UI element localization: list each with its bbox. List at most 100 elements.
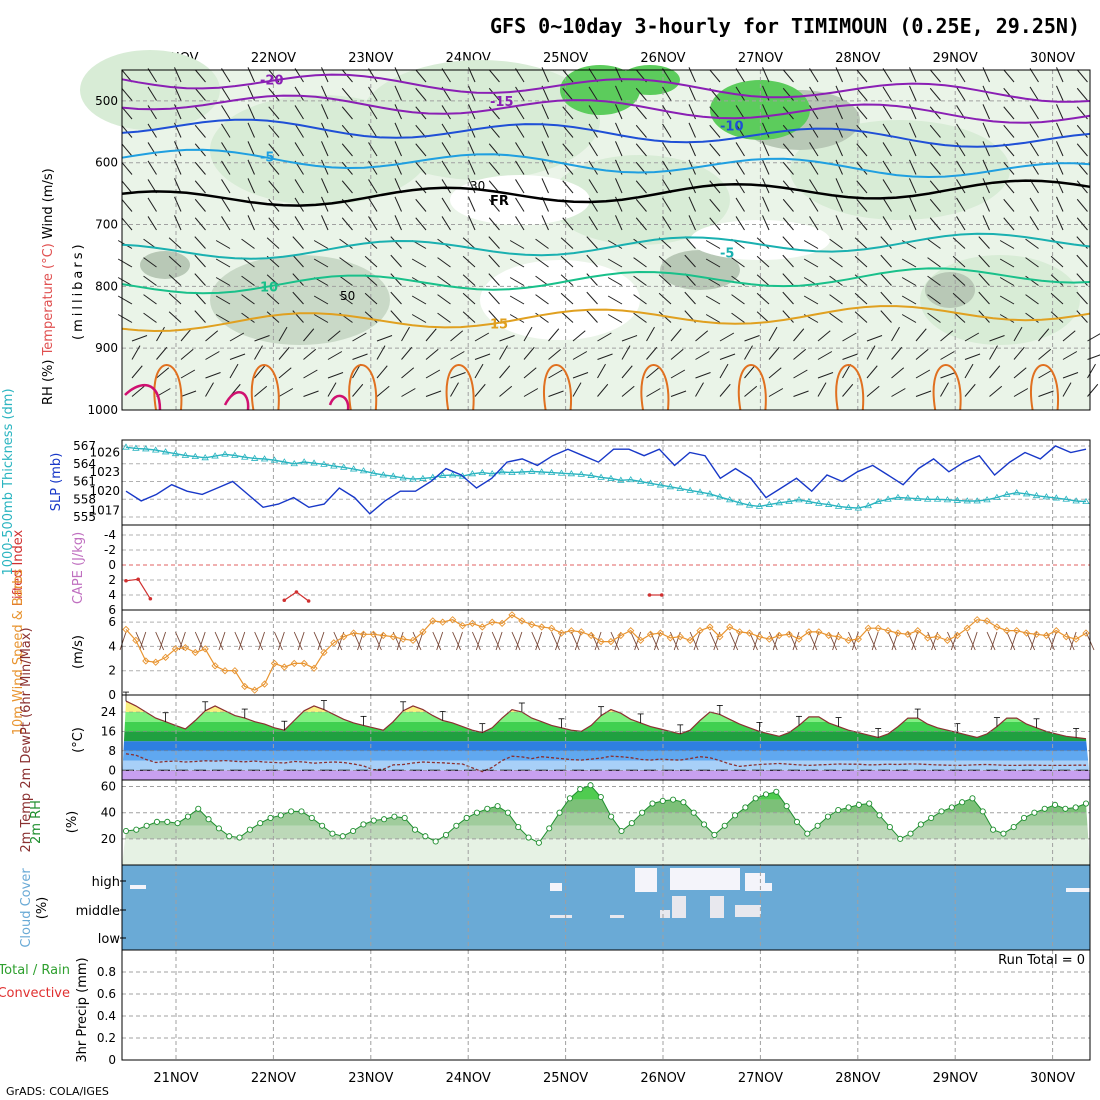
wind-barb <box>135 631 145 651</box>
wind-barb <box>560 255 574 268</box>
wind-barb <box>756 311 770 323</box>
panel-ylabel: 2m Temp 2m DewPt (6hr Min/Max) <box>19 627 34 852</box>
rh-label: 30 <box>470 179 485 193</box>
wind-barb <box>956 197 966 212</box>
panel-background <box>122 440 1090 525</box>
wind-barb <box>586 236 598 249</box>
wind-barb <box>709 69 721 83</box>
precip-tick: 0 <box>108 1053 116 1067</box>
wind-speed-point <box>1003 627 1011 635</box>
wind-barb <box>719 383 731 397</box>
wind-barb <box>303 348 317 360</box>
wind-barb <box>999 295 1015 305</box>
wind-barb <box>1056 122 1064 138</box>
thickness-point <box>161 448 170 455</box>
wind-barb <box>635 217 647 231</box>
lifted-index-point <box>282 598 287 603</box>
temperature-contour-surface <box>932 364 962 411</box>
wind-barb <box>541 104 549 120</box>
wind-barb <box>1076 310 1088 323</box>
wind-barb <box>588 179 598 194</box>
wind-barb <box>147 160 157 175</box>
wind-barb <box>756 255 770 268</box>
wind-barb <box>782 198 794 212</box>
wind-barb <box>352 353 368 360</box>
thickness-point <box>844 503 853 510</box>
contour-label: -10 <box>720 120 744 135</box>
wind-speed-point <box>834 633 843 641</box>
wind-speed-point <box>161 653 170 661</box>
wind-barb <box>425 328 437 342</box>
wind-barb <box>744 385 758 397</box>
thickness-point <box>142 445 150 452</box>
temperature-contour-surface <box>348 364 378 411</box>
wind-barb <box>1025 238 1039 249</box>
wind-tick: 2 <box>108 664 116 678</box>
wind-barb <box>401 367 415 379</box>
panel-background <box>122 610 1090 695</box>
temperature-contour <box>121 148 1091 179</box>
wind-barb <box>709 180 721 194</box>
rh-point <box>195 805 202 812</box>
wind-barb <box>614 631 622 651</box>
thickness-point <box>468 470 477 477</box>
thickness-point <box>963 497 971 504</box>
wind-barb <box>292 236 304 249</box>
wind-barb <box>756 292 770 305</box>
temp-tick: 0 <box>108 763 116 777</box>
thickness-point <box>438 471 447 478</box>
wind-speed-point <box>320 648 328 657</box>
thickness-point <box>587 471 595 478</box>
wind-barb <box>205 330 219 342</box>
slp-tick: 1020 <box>89 484 120 498</box>
wind-barb <box>174 178 182 194</box>
li-tick: 0 <box>108 558 116 572</box>
temperature-contour-surface <box>737 364 767 411</box>
date-label-bottom: 27NOV <box>738 1071 783 1086</box>
dewpoint-line <box>125 753 1086 773</box>
wind-barb <box>515 160 525 175</box>
wind-barb <box>1056 196 1064 212</box>
wind-barb <box>394 85 402 101</box>
rh-point <box>308 814 315 821</box>
precip-tick: 0.6 <box>97 987 116 1001</box>
wind-barb <box>1003 124 1015 138</box>
wind-speed-point <box>864 624 872 632</box>
wind-barb <box>341 143 353 157</box>
temp-band <box>122 721 1090 732</box>
wind-barb <box>792 631 800 651</box>
wind-barb <box>241 275 255 286</box>
wind-speed-point <box>825 631 833 640</box>
wind-barb <box>956 68 966 83</box>
wind-barb <box>586 291 598 305</box>
rh-point <box>948 804 955 811</box>
wind-barb <box>1029 105 1039 120</box>
wind-barb <box>541 178 549 194</box>
wind-barb <box>842 363 851 379</box>
rh-point <box>236 834 243 841</box>
wind-barb <box>688 85 696 101</box>
rh-point <box>442 831 450 838</box>
wind-barb <box>548 390 564 397</box>
wind-barb <box>658 292 672 305</box>
wind-barb <box>205 351 220 360</box>
wind-barb <box>966 631 976 651</box>
wind-speed-point <box>211 662 219 670</box>
wind-barb <box>278 346 290 360</box>
date-label-top: 25NOV <box>543 51 588 66</box>
wind-barb <box>880 254 892 268</box>
wind-barb <box>982 85 990 101</box>
wind-barb <box>327 330 341 342</box>
wind-barb <box>989 385 1003 397</box>
li-tick: -4 <box>104 528 116 542</box>
wind-barb <box>782 310 794 323</box>
wind-barb <box>927 238 941 249</box>
wind-barb <box>809 142 819 157</box>
wind-speed-point <box>429 617 437 625</box>
temp-band <box>122 770 1090 780</box>
wind-barb <box>793 328 805 342</box>
temperature-contour-surface <box>640 364 670 411</box>
wind-tick: 0 <box>108 688 116 702</box>
wind-barb <box>588 105 598 120</box>
thickness-point <box>983 496 991 503</box>
